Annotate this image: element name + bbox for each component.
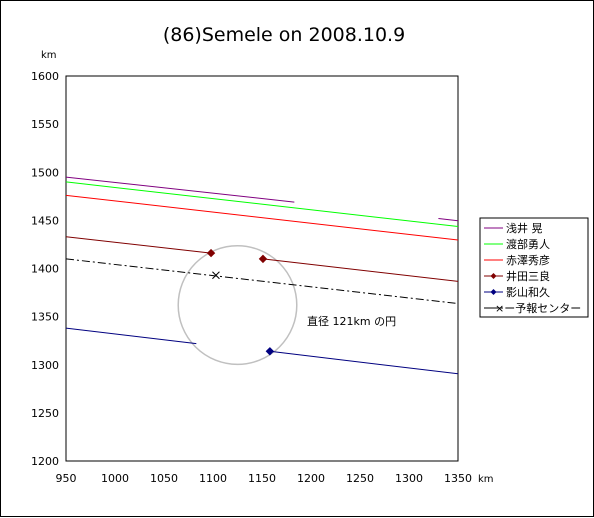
- y-tick-label: 1250: [31, 407, 59, 420]
- series-6-chord-line: [66, 258, 458, 305]
- legend-marker: [490, 273, 497, 279]
- y-tick-label: 1450: [31, 214, 59, 227]
- x-tick-label: 1150: [248, 472, 276, 485]
- x-axis-unit: km: [478, 474, 494, 485]
- series-5-point: [265, 347, 275, 356]
- legend-label: 井田三良: [506, 269, 550, 283]
- y-tick-label: 1200: [31, 455, 59, 468]
- series-5-chord-line: [269, 350, 458, 375]
- y-tick-label: 1600: [31, 70, 59, 83]
- series-4-chord-line: [262, 258, 458, 282]
- series-5-chord-line: [66, 327, 197, 345]
- y-axis-ticks: 1200 1250 1300 1350 1400 1450 1500 1550 1600: [31, 70, 59, 468]
- x-tick-label: 1250: [346, 472, 374, 485]
- legend-label: 浅井 晃: [506, 221, 543, 235]
- x-tick-label: 1300: [395, 472, 423, 485]
- legend-box: [479, 217, 589, 318]
- series-1-chord-line: [66, 176, 295, 203]
- legend-label: 赤澤秀彦: [506, 253, 550, 267]
- y-tick-label: 1300: [31, 359, 59, 372]
- plot-marks: [66, 176, 458, 375]
- y-tick-label: 1550: [31, 118, 59, 131]
- series-6-point: [212, 271, 220, 280]
- y-tick-label: 1350: [31, 311, 59, 324]
- legend-label: ー×ー予報センター: [484, 302, 581, 315]
- x-tick-label: 1050: [150, 472, 178, 485]
- series-2-chord-line: [66, 181, 458, 228]
- legend-label: 影山和久: [506, 286, 550, 299]
- x-tick-label: 1350: [444, 472, 472, 485]
- y-axis-unit: km: [41, 50, 57, 61]
- x-tick-label: 950: [56, 472, 77, 485]
- series-4-point: [258, 254, 268, 264]
- x-tick-label: 1200: [297, 472, 325, 485]
- y-tick-label: 1500: [31, 166, 59, 179]
- series-3-chord-line: [66, 194, 458, 241]
- x-tick-label: 1100: [199, 472, 227, 485]
- circle-annotation: 直径 121km の円: [307, 314, 396, 328]
- series-1-chord-line: [438, 217, 458, 222]
- x-tick-label: 1000: [101, 472, 129, 485]
- x-axis-ticks: 950 1000 1050 1100 1150 1200 1250 1300 1350: [56, 472, 473, 485]
- diameter-circle: [177, 245, 298, 366]
- series-4-chord-line: [66, 236, 212, 254]
- y-tick-label: 1400: [31, 263, 59, 276]
- chart-title: (86)Semele on 2008.10.9: [163, 24, 405, 46]
- legend-label: 渡部勇人: [506, 237, 550, 251]
- plot-area: [65, 75, 459, 462]
- legend-marker: [490, 289, 497, 295]
- series-4-point: [206, 248, 216, 258]
